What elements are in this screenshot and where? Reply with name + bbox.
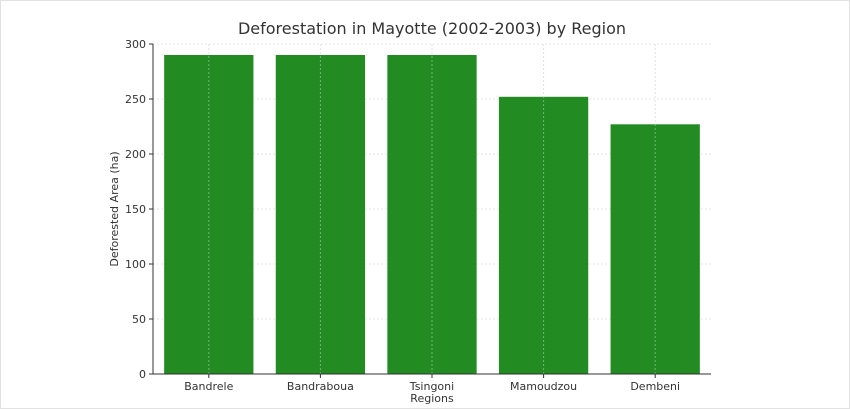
bars (164, 44, 700, 375)
x-tick-labels: Bandrele Bandraboua Tsingoni Mamoudzou Dembe… (184, 380, 680, 393)
y-tick-label: 300 (125, 38, 146, 51)
y-tick-label: 200 (125, 148, 146, 161)
bar (387, 55, 477, 374)
bar (164, 55, 254, 374)
axes (149, 43, 711, 378)
x-tick-label: Mamoudzou (510, 380, 577, 393)
x-tick-label: Bandrele (184, 380, 233, 393)
y-axis-label: Deforested Area (ha) (108, 151, 121, 266)
y-tick-label: 50 (132, 313, 146, 326)
x-axis-label: Regions (410, 392, 454, 405)
bar (498, 96, 589, 375)
y-tick-label: 100 (125, 258, 146, 271)
y-tick-label: 0 (139, 368, 146, 381)
x-tick-label: Bandraboua (287, 380, 354, 393)
y-tick-label: 150 (125, 203, 146, 216)
x-tick-label: Tsingoni (409, 380, 454, 393)
x-tick-label: Dembeni (630, 380, 680, 393)
chart-title: Deforestation in Mayotte (2002-2003) by … (238, 19, 626, 38)
bar (275, 55, 366, 374)
y-tick-labels: 0 50 100 150 200 250 300 (125, 38, 146, 381)
y-tick-label: 250 (125, 93, 146, 106)
